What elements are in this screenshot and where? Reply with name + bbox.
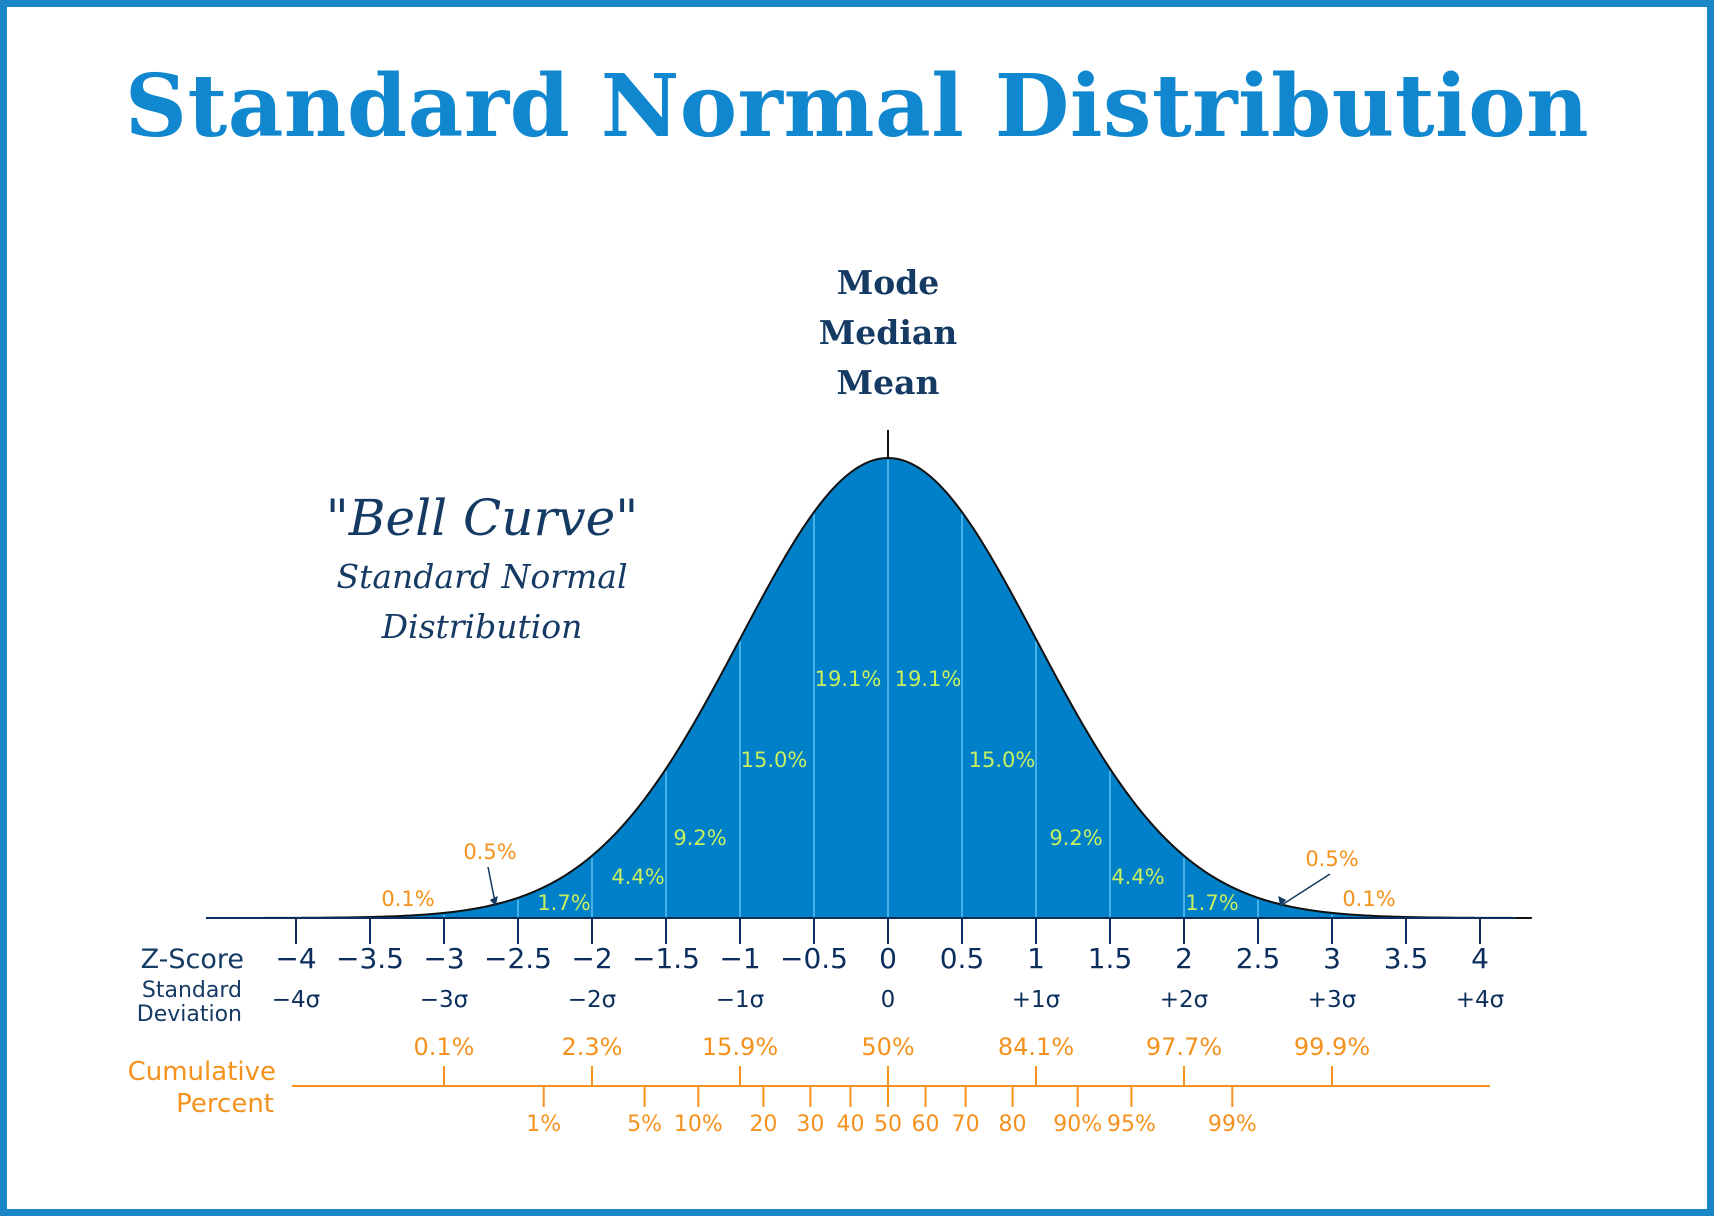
cumulative-bottom-label: 80 bbox=[999, 1112, 1027, 1137]
cumulative-bottom-label: 60 bbox=[911, 1112, 939, 1137]
median-label: Median bbox=[819, 313, 958, 352]
cumulative-bottom-label: 1% bbox=[526, 1112, 561, 1137]
z-tick-label: 3.5 bbox=[1384, 942, 1429, 975]
segment-percent-label: 19.1% bbox=[895, 667, 962, 691]
mode-label: Mode bbox=[837, 263, 940, 302]
cumulative-top-label: 0.1% bbox=[414, 1033, 475, 1061]
segment-percent-label: 4.4% bbox=[1111, 865, 1164, 889]
cumulative-top-label: 2.3% bbox=[562, 1033, 623, 1061]
z-tick-label: 1.5 bbox=[1088, 942, 1133, 975]
sd-label: −2σ bbox=[568, 987, 616, 1013]
z-tick-label: 0.5 bbox=[940, 942, 985, 975]
cumulative-bottom-label: 20 bbox=[749, 1112, 777, 1137]
z-tick-label: −4 bbox=[275, 942, 316, 975]
z-tick-label: 2.5 bbox=[1236, 942, 1281, 975]
sd-row-label-line2: Deviation bbox=[137, 1002, 242, 1027]
bell-caption-line1: Standard Normal bbox=[336, 557, 627, 596]
segment-percent-label: 0.5% bbox=[463, 840, 516, 864]
z-tick-label: −1 bbox=[719, 942, 760, 975]
segment-percent-label: 15.0% bbox=[741, 748, 808, 772]
cumulative-row-label-line1: Cumulative bbox=[128, 1057, 276, 1087]
z-tick-label: −3.5 bbox=[336, 942, 404, 975]
cumulative-top-label: 97.7% bbox=[1146, 1033, 1222, 1061]
cumulative-top-label: 15.9% bbox=[702, 1033, 778, 1061]
z-tick-label: −0.5 bbox=[780, 942, 848, 975]
bell-curve-caption: "Bell Curve" bbox=[326, 489, 638, 547]
sd-row-label-line1: Standard bbox=[142, 978, 242, 1003]
cumulative-row-label-line2: Percent bbox=[176, 1089, 274, 1119]
z-tick-label: −2 bbox=[571, 942, 612, 975]
cumulative-top-label: 99.9% bbox=[1294, 1033, 1370, 1061]
cumulative-bottom-label: 30 bbox=[796, 1112, 824, 1137]
segment-percent-label: 15.0% bbox=[969, 748, 1036, 772]
segment-percent-label: 9.2% bbox=[673, 826, 726, 850]
sd-label: 0 bbox=[881, 987, 896, 1013]
z-tick-label: 3 bbox=[1323, 942, 1341, 975]
z-tick-label: −1.5 bbox=[632, 942, 700, 975]
callout-arrow-line bbox=[1279, 873, 1331, 907]
cumulative-bottom-label: 90% bbox=[1053, 1112, 1102, 1137]
sd-label: +1σ bbox=[1012, 987, 1060, 1013]
sd-label: +4σ bbox=[1456, 987, 1504, 1013]
sd-label: −3σ bbox=[420, 987, 468, 1013]
zscore-row-label: Z-Score bbox=[141, 944, 244, 975]
segment-percent-label: 1.7% bbox=[1185, 891, 1238, 915]
sd-label: −1σ bbox=[716, 987, 764, 1013]
segment-percent-label: 0.5% bbox=[1305, 847, 1358, 871]
segment-percent-label: 1.7% bbox=[537, 891, 590, 915]
sd-label: −4σ bbox=[272, 987, 320, 1013]
callout-arrow-head bbox=[489, 896, 498, 906]
cumulative-top-label: 50% bbox=[861, 1033, 914, 1061]
cumulative-bottom-label: 50 bbox=[874, 1112, 902, 1137]
segment-percent-label: 4.4% bbox=[611, 865, 664, 889]
segment-percent-label: 0.1% bbox=[381, 887, 434, 911]
cumulative-bottom-label: 40 bbox=[837, 1112, 865, 1137]
cumulative-bottom-label: 5% bbox=[627, 1112, 662, 1137]
page-title: Standard Normal Distribution bbox=[124, 56, 1590, 157]
cumulative-bottom-label: 10% bbox=[674, 1112, 723, 1137]
mean-label: Mean bbox=[837, 363, 940, 402]
callout-arrow-head bbox=[1278, 896, 1287, 906]
sd-label: +2σ bbox=[1160, 987, 1208, 1013]
cumulative-bottom-label: 99% bbox=[1208, 1112, 1257, 1137]
bell-curve-line bbox=[244, 457, 1532, 919]
cumulative-bottom-label: 95% bbox=[1107, 1112, 1156, 1137]
sd-label: +3σ bbox=[1308, 987, 1356, 1013]
segment-percent-label: 19.1% bbox=[815, 667, 882, 691]
z-tick-label: −3 bbox=[423, 942, 464, 975]
bell-caption-line2: Distribution bbox=[381, 607, 583, 646]
z-tick-label: 4 bbox=[1471, 942, 1489, 975]
z-tick-label: 1 bbox=[1027, 942, 1045, 975]
z-tick-label: 2 bbox=[1175, 942, 1193, 975]
cumulative-top-label: 84.1% bbox=[998, 1033, 1074, 1061]
z-tick-label: −2.5 bbox=[484, 942, 552, 975]
z-tick-label: 0 bbox=[879, 942, 897, 975]
cumulative-bottom-label: 70 bbox=[952, 1112, 980, 1137]
segment-percent-label: 9.2% bbox=[1049, 826, 1102, 850]
segment-percent-label: 0.1% bbox=[1342, 887, 1395, 911]
